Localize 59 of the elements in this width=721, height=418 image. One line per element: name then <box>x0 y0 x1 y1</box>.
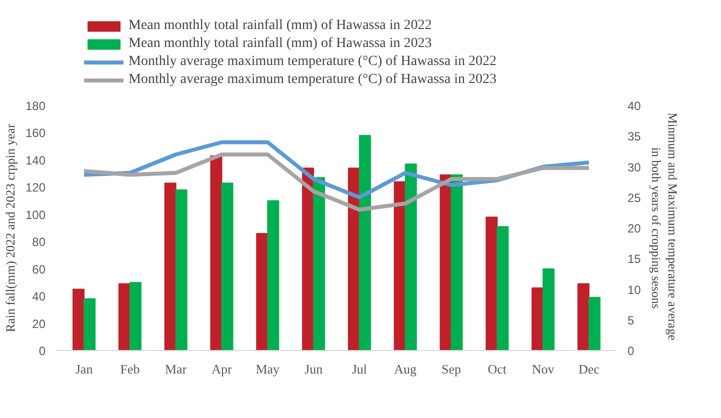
y-tick-label: 60 <box>32 262 46 276</box>
bar <box>450 174 463 350</box>
y2-tick-label: 35 <box>628 130 642 144</box>
y-axis-title: Rain fall(mm) 2022 and 2023 crppin year <box>3 123 18 332</box>
y-tick-label: 20 <box>32 316 46 331</box>
bar <box>164 182 176 350</box>
bar <box>486 216 498 350</box>
bar <box>440 174 452 350</box>
bar <box>577 283 590 350</box>
bar <box>210 155 222 350</box>
bar <box>175 189 188 350</box>
y-tick-label: 0 <box>38 344 46 358</box>
line-series <box>82 152 591 212</box>
bar <box>221 182 234 350</box>
legend-label: Mean monthly total rainfall (mm) of Hawassa in 2022 <box>128 16 432 34</box>
y2-tick-label: 0 <box>628 344 634 358</box>
y-tick-label: 180 <box>25 99 46 113</box>
legend-label: Mean monthly total rainfall (mm) of Hawassa in 2023 <box>128 34 432 52</box>
y2-axis-title: Minmum and Maximum temperature average in both years of cropping sesons <box>648 112 680 341</box>
legend-label: Monthly average maximum temperature (°C) of Hawassa in 2023 <box>128 70 496 88</box>
bar <box>532 287 544 350</box>
y-tick-label: 140 <box>25 153 46 168</box>
bar <box>256 232 268 350</box>
x-tick-label: Oct <box>488 362 507 376</box>
y2-tick-label: 40 <box>628 99 642 113</box>
x-tick-label: Aug <box>394 362 418 376</box>
x-tick-label: Mar <box>165 362 188 376</box>
bar <box>358 134 371 350</box>
y2-tick-label: 10 <box>628 282 642 297</box>
y2-tick-label: 15 <box>628 252 642 266</box>
y-tick-label: 100 <box>25 208 46 222</box>
bar <box>267 200 280 350</box>
bar <box>72 288 85 350</box>
y2-tick-label: 25 <box>628 190 642 205</box>
x-tick-label: Feb <box>120 362 140 376</box>
bar <box>496 226 509 350</box>
bar <box>588 296 600 350</box>
x-tick-label: Jan <box>75 362 94 376</box>
x-tick-label: Apr <box>212 362 233 376</box>
bar <box>118 283 130 350</box>
x-tick-label: Sep <box>442 362 462 376</box>
x-tick-label: Jul <box>352 362 368 376</box>
y2-tick-label: 30 <box>628 160 642 174</box>
bar <box>84 298 96 350</box>
x-tick-label: Dec <box>578 362 600 376</box>
x-tick-label: May <box>256 362 280 376</box>
bar <box>129 282 142 350</box>
bar <box>404 164 417 350</box>
y-tick-label: 40 <box>32 290 46 304</box>
x-tick-label: Nov <box>532 362 555 376</box>
x-tick-label: Jun <box>304 362 324 376</box>
y-tick-label: 160 <box>25 126 46 140</box>
y-tick-label: 80 <box>32 235 46 250</box>
y2-tick-label: 5 <box>628 313 634 328</box>
y-tick-label: 120 <box>25 180 46 195</box>
bar <box>542 268 555 350</box>
y2-tick-label: 20 <box>628 222 642 236</box>
bar <box>313 177 326 350</box>
legend-label: Monthly average maximum temperature (°C) of Hawassa in 2022 <box>128 52 496 70</box>
